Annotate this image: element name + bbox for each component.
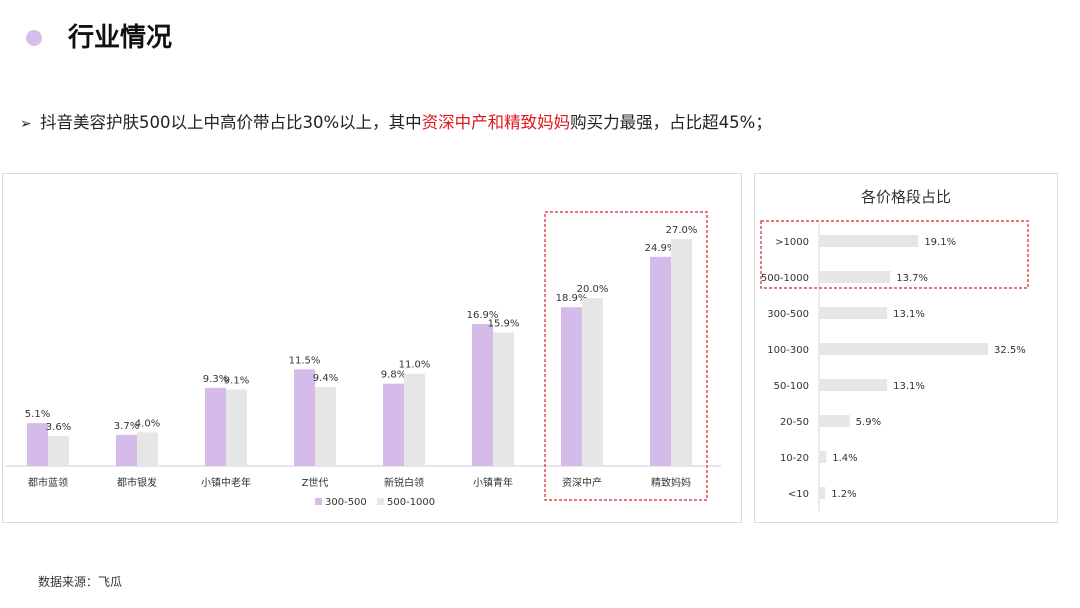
data-label-300-500-7: 24.9% — [645, 243, 677, 254]
price-data-label-7: 1.2% — [831, 489, 856, 500]
bar-500-1000-7 — [671, 239, 692, 466]
y-tick-label-5: 20-50 — [780, 417, 809, 428]
price-data-label-4: 13.1% — [893, 381, 925, 392]
y-tick-label-4: 50-100 — [774, 381, 809, 392]
bar-300-500-2 — [205, 387, 226, 466]
price-data-label-6: 1.4% — [832, 453, 857, 464]
y-tick-label-7: <10 — [788, 489, 809, 500]
x-tick-label-6: 资深中产 — [562, 476, 602, 489]
price-bar-4 — [819, 379, 888, 391]
bar-500-1000-2 — [226, 389, 247, 466]
price-bar-5 — [819, 415, 850, 427]
data-label-300-500-2: 9.3% — [203, 374, 228, 385]
data-label-300-500-1: 3.7% — [114, 421, 139, 432]
bar-500-1000-5 — [493, 332, 514, 466]
x-tick-label-3: Z世代 — [302, 477, 329, 489]
data-label-500-1000-4: 11.0% — [399, 360, 431, 371]
summary-line: ➢ 抖音美容护肤500以上中高价带占比30%以上，其中资深中产和精致妈妈购买力最强… — [20, 110, 772, 137]
legend-label-1: 500-1000 — [387, 497, 435, 508]
y-tick-label-2: 300-500 — [767, 309, 809, 320]
price-range-bar-chart: 各价格段占比 >1000 19.1% 500-1000 13.7% 300-500 13.1… — [760, 188, 1029, 511]
summary-text-highlight: 资深中产和精致妈妈 — [421, 113, 571, 132]
price-range-chart-panel: 各价格段占比 >1000 19.1% 500-1000 13.7% 300-500 13.1… — [754, 173, 1058, 523]
price-bar-6 — [819, 451, 827, 463]
bar-300-500-0 — [27, 423, 48, 466]
segment-bar-chart: 5.1% 3.6% 都市蓝领 3.7%4.0% 都市银发 9.3%9.1% 小镇中老年 11.… — [5, 211, 721, 508]
title-bullet-dot — [26, 30, 42, 46]
page-title: 行业情况 — [68, 23, 173, 53]
x-tick-label-0: 都市蓝领 — [28, 476, 68, 489]
data-label-500-1000-6: 20.0% — [577, 284, 609, 295]
bullet-arrow-icon: ➢ — [20, 116, 32, 132]
y-tick-label-1: 500-1000 — [761, 273, 809, 284]
x-tick-label-7: 精致妈妈 — [651, 476, 691, 489]
data-source: 数据来源：飞瓜 — [38, 575, 123, 589]
y-tick-label-3: 100-300 — [767, 345, 809, 356]
legend-label-0: 300-500 — [325, 497, 367, 508]
x-tick-label-4: 新锐白领 — [384, 476, 424, 489]
price-bar-1 — [819, 271, 891, 283]
chart-title: 各价格段占比 — [861, 188, 951, 206]
price-data-label-1: 13.7% — [896, 273, 928, 284]
y-tick-label-6: 10-20 — [780, 453, 809, 464]
segment-chart-panel: 5.1% 3.6% 都市蓝领 3.7% 4.0% 都市银发 9.3% 9.1% 小镇中老年 11.… — [2, 173, 742, 523]
data-label-300-500-5: 16.9% — [467, 310, 499, 321]
data-label-300-500-0: 5.1% — [25, 409, 50, 420]
price-data-label-3: 32.5% — [994, 345, 1026, 356]
price-bar-2 — [819, 307, 888, 319]
y-tick-label-0: >1000 — [775, 237, 809, 248]
legend-swatch-1 — [377, 498, 384, 505]
x-tick-label-2: 小镇中老年 — [201, 476, 251, 489]
bar-500-1000-1 — [137, 432, 158, 466]
data-label-300-500-6: 18.9% — [556, 293, 588, 304]
summary-text-before: 抖音美容护肤500以上中高价带占比30%以上，其中 — [40, 113, 422, 132]
data-label-300-500-4: 9.8% — [381, 370, 406, 381]
bar-500-1000-0 — [48, 435, 69, 466]
bar-500-1000-3 — [315, 387, 336, 466]
data-label-500-1000-0: 3.6% — [46, 422, 71, 433]
bar-500-1000-6 — [582, 298, 603, 466]
bar-300-500-7 — [650, 256, 671, 466]
legend-swatch-0 — [315, 498, 322, 505]
bar-300-500-5 — [472, 324, 493, 466]
bar-300-500-1 — [116, 434, 137, 466]
data-label-500-1000-3: 9.4% — [313, 373, 338, 384]
price-bar-7 — [819, 487, 826, 499]
price-bar-0 — [819, 235, 919, 247]
data-label-300-500-3: 11.5% — [289, 355, 321, 366]
bar-300-500-3 — [294, 369, 315, 466]
price-bar-3 — [819, 343, 988, 355]
bar-300-500-6 — [561, 307, 582, 466]
data-label-500-1000-7: 27.0% — [666, 225, 698, 236]
data-label-500-1000-2: 9.1% — [224, 376, 249, 387]
x-tick-label-1: 都市银发 — [117, 476, 157, 489]
price-data-label-5: 5.9% — [856, 417, 881, 428]
highlight-box-segments — [544, 211, 708, 501]
price-data-label-0: 19.1% — [924, 237, 956, 248]
bar-300-500-4 — [383, 383, 404, 466]
summary-text-after: 购买力最强，占比超45%； — [570, 113, 772, 132]
price-data-label-2: 13.1% — [893, 309, 925, 320]
x-tick-label-5: 小镇青年 — [473, 476, 513, 489]
data-label-500-1000-1: 4.0% — [135, 418, 160, 429]
data-label-500-1000-5: 15.9% — [488, 318, 520, 329]
highlight-box-price — [760, 220, 1029, 289]
bar-500-1000-4 — [404, 373, 425, 466]
